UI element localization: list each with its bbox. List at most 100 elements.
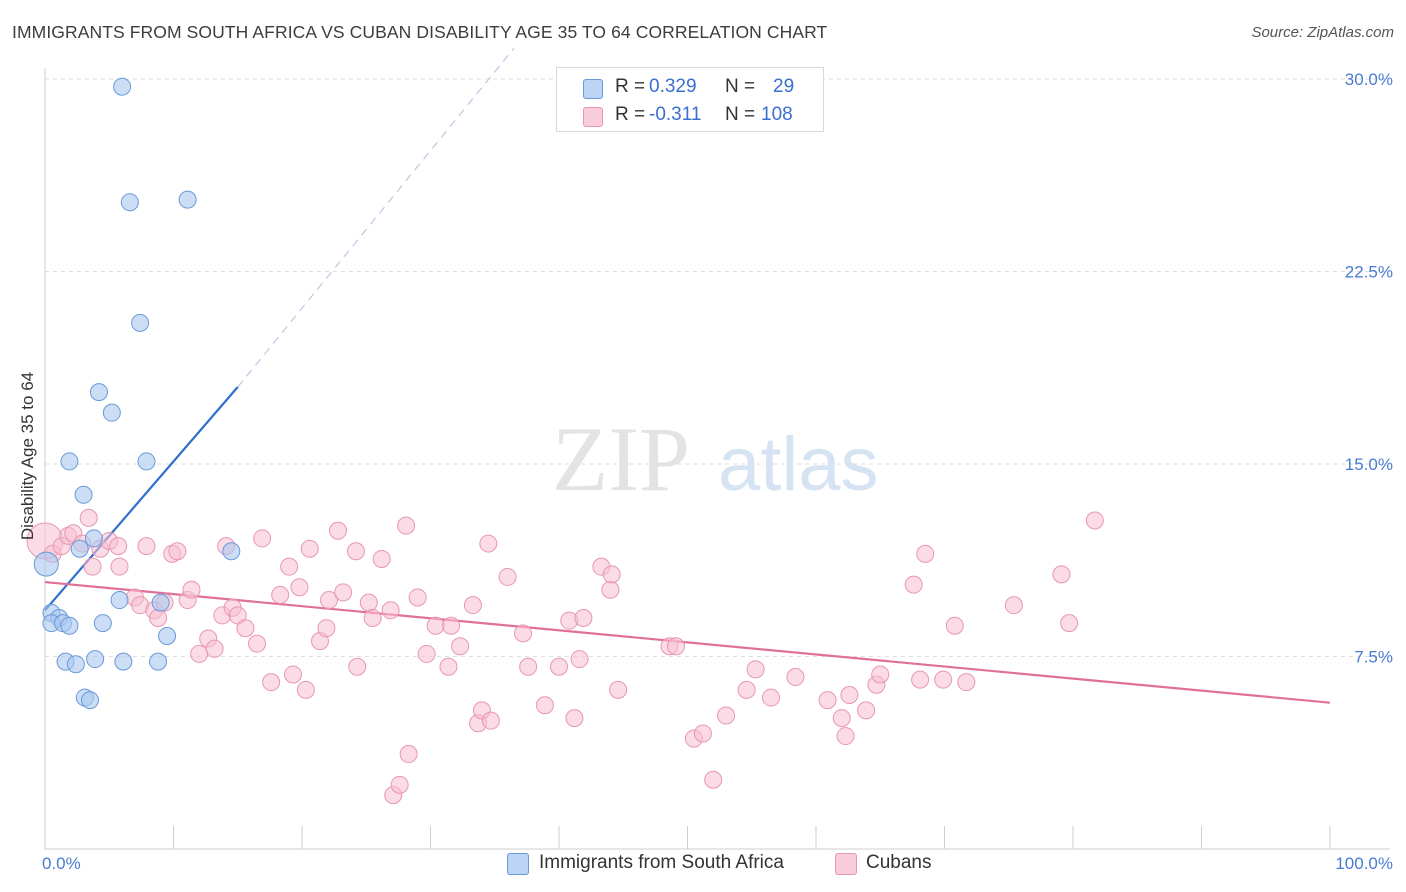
point-cubans	[397, 516, 416, 535]
point-cubans	[451, 637, 470, 656]
y-tick-label: 30.0%	[1345, 70, 1393, 89]
point-south-africa	[151, 593, 170, 612]
point-south-africa	[120, 193, 139, 212]
point-cubans	[390, 775, 409, 794]
point-south-africa	[149, 652, 168, 671]
point-south-africa	[114, 652, 133, 671]
point-cubans	[1060, 614, 1079, 633]
point-cubans	[442, 616, 461, 635]
source-attribution: Source: ZipAtlas.com	[1251, 24, 1394, 41]
legend-row-cubans: R = -0.311 N = 108	[557, 102, 823, 130]
point-cubans	[168, 542, 187, 561]
point-cubans	[481, 711, 500, 730]
point-cubans	[498, 567, 517, 586]
point-cubans	[137, 537, 156, 556]
y-tick-label: 22.5%	[1345, 263, 1393, 282]
point-cubans	[319, 591, 338, 610]
point-cubans	[762, 688, 781, 707]
point-cubans	[110, 557, 129, 576]
point-cubans	[871, 665, 890, 684]
point-cubans	[916, 544, 935, 563]
point-cubans	[334, 583, 353, 602]
point-cubans	[1085, 511, 1104, 530]
point-cubans	[746, 660, 765, 679]
y-axis-label: Disability Age 35 to 64	[18, 372, 37, 540]
point-cubans	[439, 657, 458, 676]
point-south-africa	[86, 650, 105, 669]
point-cubans	[601, 580, 620, 599]
x-tick-label: 100.0%	[1335, 854, 1393, 873]
point-cubans	[535, 696, 554, 715]
trend-line-cubans	[44, 580, 1331, 704]
point-cubans	[832, 709, 851, 728]
point-south-africa	[84, 529, 103, 548]
point-cubans	[79, 508, 98, 527]
series-swatch-cubans	[835, 853, 857, 875]
point-south-africa	[80, 691, 99, 710]
chart-title: IMMIGRANTS FROM SOUTH AFRICA VS CUBAN DI…	[12, 22, 828, 42]
point-cubans	[737, 680, 756, 699]
point-cubans	[83, 557, 102, 576]
y-tick-label: 7.5%	[1354, 648, 1393, 667]
point-cubans	[348, 657, 367, 676]
tick-labels: 7.5% 15.0% 22.5% 30.0% 0.0% 100.0%	[42, 70, 1393, 873]
point-south-africa	[158, 626, 177, 645]
gridlines	[45, 78, 1390, 657]
point-cubans	[363, 609, 382, 627]
point-cubans	[786, 668, 805, 687]
point-cubans	[693, 724, 712, 743]
correlation-legend: R = 0.329 N = 29 R = -0.311 N = 108	[556, 67, 824, 132]
point-cubans	[248, 634, 267, 653]
series-label-south-africa: Immigrants from South Africa	[539, 852, 784, 873]
series-label-cubans: Cubans	[866, 852, 932, 873]
legend-n-label: N =	[725, 104, 756, 125]
point-cubans	[1004, 596, 1023, 615]
point-cubans	[574, 609, 593, 627]
point-cubans	[957, 673, 976, 692]
series-swatch-south-africa	[507, 853, 529, 875]
point-south-africa	[131, 313, 150, 332]
point-south-africa	[89, 383, 108, 402]
point-cubans	[290, 578, 309, 597]
point-south-africa	[70, 539, 89, 558]
point-south-africa	[66, 655, 85, 674]
trend-lines	[44, 47, 1331, 704]
point-cubans	[717, 706, 736, 725]
point-south-africa	[74, 485, 93, 504]
point-cubans	[602, 565, 621, 584]
legend-r-label: R =	[615, 104, 646, 125]
point-cubans	[818, 691, 837, 710]
point-south-africa	[33, 551, 59, 577]
point-cubans	[911, 670, 930, 689]
point-south-africa	[60, 616, 79, 635]
point-cubans	[666, 637, 685, 656]
point-cubans	[359, 593, 378, 612]
point-cubans	[262, 673, 281, 692]
point-south-africa	[102, 403, 121, 422]
point-cubans	[190, 644, 209, 663]
point-cubans	[182, 580, 201, 599]
point-cubans	[328, 521, 347, 540]
point-cubans	[479, 534, 498, 553]
watermark-zip: ZIP	[552, 408, 690, 510]
data-points	[26, 77, 1104, 805]
point-cubans	[1052, 565, 1071, 584]
point-cubans	[205, 639, 224, 658]
point-cubans	[609, 680, 628, 699]
point-south-africa	[60, 452, 79, 471]
legend-n-value: 108	[761, 104, 793, 125]
point-cubans	[704, 770, 723, 789]
point-cubans	[426, 616, 445, 635]
point-cubans	[836, 727, 855, 746]
point-south-africa	[222, 542, 241, 561]
point-cubans	[109, 537, 128, 556]
point-cubans	[945, 616, 964, 635]
point-cubans	[296, 680, 315, 699]
trend-line-south-africa	[44, 386, 239, 612]
point-south-africa	[137, 452, 156, 471]
point-cubans	[408, 588, 427, 607]
point-cubans	[284, 665, 303, 684]
point-cubans	[550, 657, 568, 676]
point-cubans	[840, 686, 859, 704]
